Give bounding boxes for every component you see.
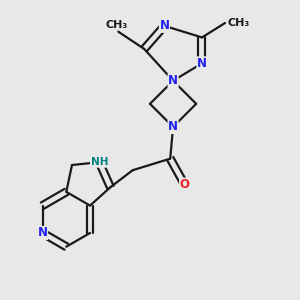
Text: O: O: [180, 178, 190, 191]
Text: N: N: [38, 226, 47, 239]
Text: N: N: [197, 57, 207, 70]
Text: N: N: [168, 120, 178, 134]
Text: NH: NH: [91, 157, 108, 167]
Text: CH₃: CH₃: [106, 20, 128, 30]
Text: N: N: [159, 20, 170, 32]
Text: CH₃: CH₃: [228, 18, 250, 28]
Text: N: N: [168, 74, 178, 87]
